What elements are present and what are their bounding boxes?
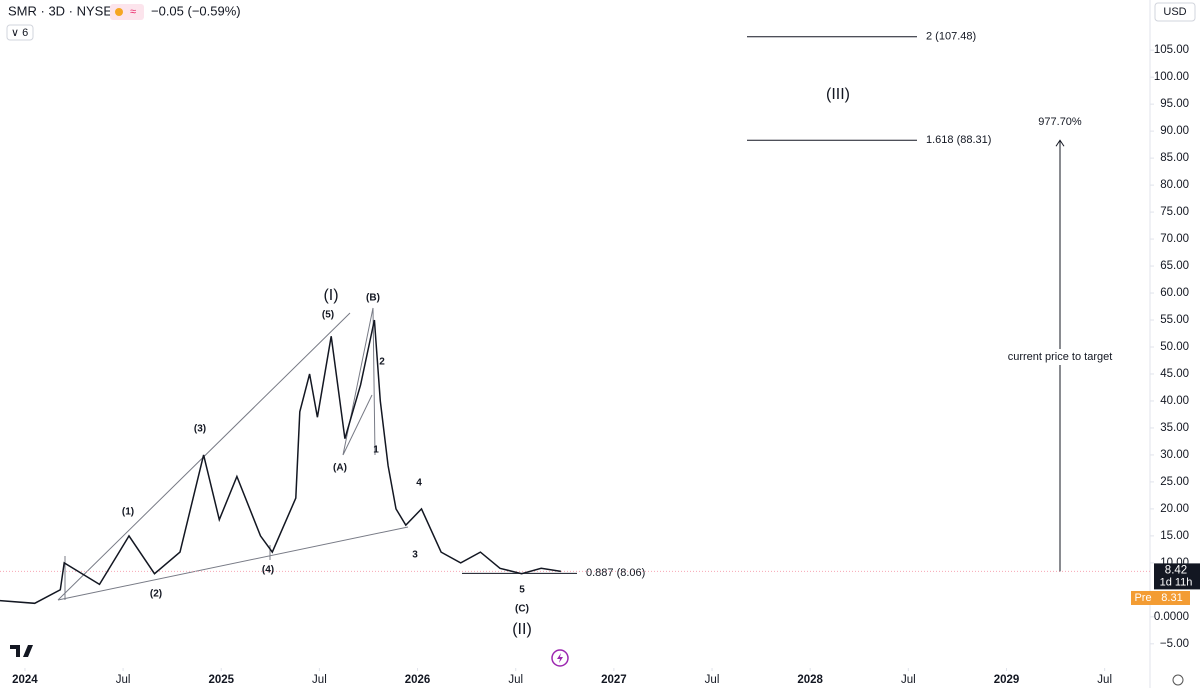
drawings xyxy=(57,307,409,601)
wave-label: (II) xyxy=(512,621,532,638)
countdown: 1d 11h xyxy=(1160,576,1193,588)
y-tick-label: 65.00 xyxy=(1160,260,1189,272)
wave-label: (B) xyxy=(366,293,380,304)
price-change: −0.05 (−0.59%) xyxy=(151,3,241,18)
y-tick-label: −5.00 xyxy=(1160,638,1189,650)
wave-label: (4) xyxy=(262,565,274,576)
currency: USD xyxy=(1163,6,1186,18)
x-tick-label: Jul xyxy=(508,674,523,686)
wave-label: (5) xyxy=(322,310,334,321)
wave-label: (1) xyxy=(122,507,134,518)
wave-label: (I) xyxy=(323,287,338,304)
pre-price: 8.31 xyxy=(1161,592,1182,604)
target-label: 977.70% xyxy=(1038,116,1082,128)
event-bolt xyxy=(557,653,563,663)
x-tick-label: 2027 xyxy=(601,674,627,686)
y-tick-label: 60.00 xyxy=(1160,287,1189,299)
x-tick-label: 2029 xyxy=(994,674,1020,686)
wave-label: 4 xyxy=(416,478,422,489)
price-line xyxy=(0,319,562,605)
y-tick-label: 105.00 xyxy=(1154,44,1189,56)
pre-label: Pre xyxy=(1134,592,1151,604)
wave-label: 5 xyxy=(519,585,525,596)
wave-label: 3 xyxy=(412,550,418,561)
y-tick-label: 95.00 xyxy=(1160,98,1189,110)
x-tick-label: Jul xyxy=(1097,674,1112,686)
wave-label: 2 xyxy=(379,357,385,368)
event-icon[interactable] xyxy=(551,649,569,667)
y-tick-label: 15.00 xyxy=(1160,530,1189,542)
note-bg xyxy=(1005,349,1115,365)
y-tick-label: 50.00 xyxy=(1160,341,1189,353)
currency-button[interactable] xyxy=(1154,2,1196,22)
settings-icon[interactable] xyxy=(1172,674,1184,686)
symbol: SMR · 3D · NYSE xyxy=(8,3,112,18)
y-tick-label: 25.00 xyxy=(1160,476,1189,488)
y-tick-label: 100.00 xyxy=(1154,71,1189,83)
x-tick-label: 2026 xyxy=(405,674,431,686)
wave-label: (3) xyxy=(194,424,206,435)
fib-label: 0.887 (8.06) xyxy=(586,567,645,579)
y-tick-label: 90.00 xyxy=(1160,125,1189,137)
wave-label: 1 xyxy=(373,445,379,456)
y-tick-label: 85.00 xyxy=(1160,152,1189,164)
wave-label: (2) xyxy=(150,589,162,600)
fib-label: 1.618 (88.31) xyxy=(926,134,991,146)
indicator-toggle[interactable] xyxy=(6,24,34,41)
x-tick-label: 2024 xyxy=(12,674,38,686)
y-tick-label: 80.00 xyxy=(1160,179,1189,191)
pre-tag xyxy=(1131,590,1155,605)
target-note: current price to target xyxy=(1008,351,1113,363)
y-tick-label: 75.00 xyxy=(1160,206,1189,218)
wave-icon: ≈ xyxy=(130,6,136,18)
fib-label: 2 (107.48) xyxy=(926,31,976,43)
status-badge xyxy=(110,4,144,20)
y-tick-label: 35.00 xyxy=(1160,422,1189,434)
arrow-head xyxy=(1055,139,1065,147)
last-price-badge xyxy=(1154,563,1200,590)
indicator-count: ∨ 6 xyxy=(11,27,28,39)
x-tick-label: Jul xyxy=(312,674,327,686)
x-tick-label: Jul xyxy=(705,674,720,686)
y-tick-label: 30.00 xyxy=(1160,449,1189,461)
trendlines xyxy=(57,307,409,601)
x-tick-label: 2025 xyxy=(208,674,234,686)
y-tick-label: 55.00 xyxy=(1160,314,1189,326)
last-price: 8.42 xyxy=(1165,564,1187,576)
x-tick-label: Jul xyxy=(901,674,916,686)
wave-label: (C) xyxy=(515,604,529,615)
y-tick-label: 70.00 xyxy=(1160,233,1189,245)
pre-badge xyxy=(1155,590,1190,605)
x-tick-label: 2028 xyxy=(797,674,823,686)
tv-logo xyxy=(10,645,33,657)
wave-label: (III) xyxy=(826,86,850,103)
sun-icon xyxy=(115,8,123,16)
y-tick-label: 45.00 xyxy=(1160,368,1189,380)
y-tick-label: 0.0000 xyxy=(1154,611,1189,623)
y-tick-label: 20.00 xyxy=(1160,503,1189,515)
y-tick-label: 40.00 xyxy=(1160,395,1189,407)
x-tick-label: Jul xyxy=(116,674,131,686)
wave-label: (A) xyxy=(333,463,347,474)
